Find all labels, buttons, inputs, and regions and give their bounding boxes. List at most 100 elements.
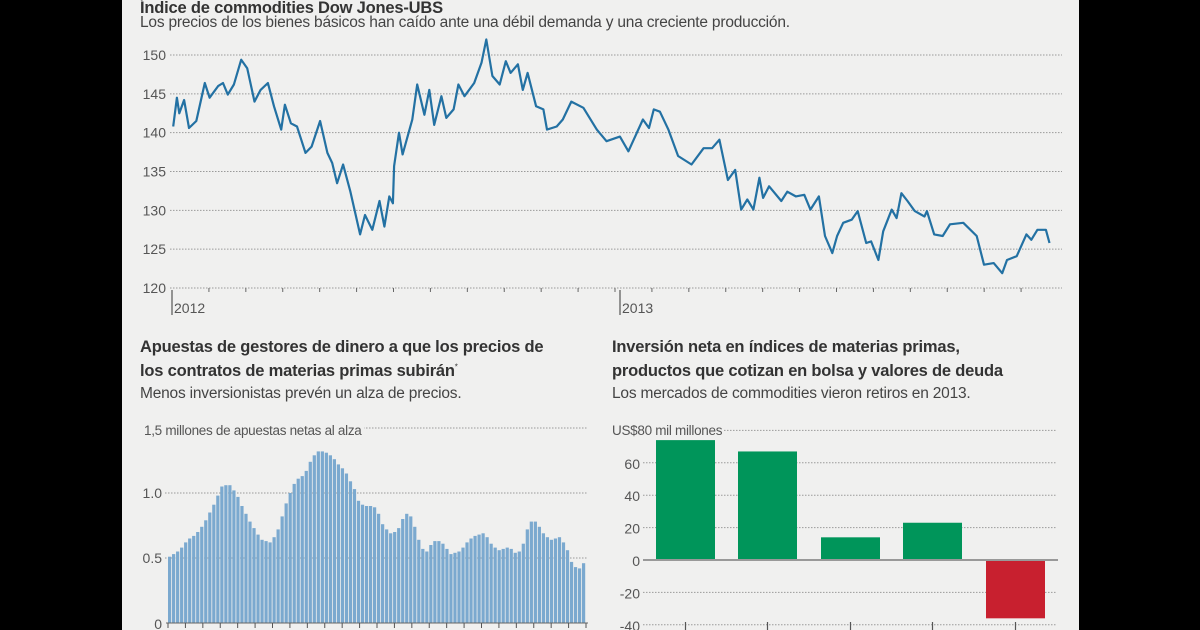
footnote-mark: * [454,362,458,372]
y-tick-label: 0 [632,553,640,569]
y-tick-label: 0 [154,616,162,630]
bets-bar [541,533,546,623]
bets-bar [280,516,284,623]
bets-bar [493,547,497,623]
right-chart-unit-label: US$80 mil millones [612,423,725,438]
bets-bar [304,470,308,623]
bets-bar [264,541,268,623]
right-chart-subtitle: Los mercados de commodities vieron retir… [612,385,971,402]
y-tick-label: -40 [620,618,640,630]
bets-bar [489,543,493,623]
infographic-panel: Índice de commodities Dow Jones-UBS Los … [122,0,1079,630]
bets-bar [525,529,529,623]
bets-bar [421,548,425,623]
bets-bar [228,485,232,623]
bets-bar [180,547,184,623]
investment-bar-positive [656,440,715,560]
bets-bar [469,538,473,623]
top-chart-title: Índice de commodities Dow Jones-UBS [140,0,443,17]
bets-bar [316,451,320,623]
left-chart-subtitle: Menos inversionistas prevén un alza de p… [140,385,462,402]
bets-bar [537,526,541,623]
right-chart-title-line1: Inversión neta en índices de materias pr… [612,338,960,356]
left-chart-title-text: los contratos de materias primas subirán [140,362,455,380]
bets-bar [356,500,361,623]
bets-bar [461,547,465,623]
bets-bar [381,524,385,623]
bets-bar [276,529,280,623]
bets-bar [192,535,196,623]
bets-bar [401,519,405,623]
bets-bar [364,506,369,623]
bets-bar [328,455,332,623]
bets-bar [389,533,393,623]
bets-bar [232,490,236,623]
investment-bar-positive [738,451,797,560]
bets-bar [324,452,328,623]
bets-bar [449,554,453,623]
bets-bar [557,537,562,623]
bets-bar [405,513,409,623]
bets-bar [577,568,582,623]
bets-bar [204,520,208,623]
bets-bar [397,528,401,623]
bets-bar [521,543,525,623]
bets-bar [248,521,252,623]
y-tick-label: 130 [143,202,167,218]
bets-bar [409,516,413,623]
bets-bar [252,528,256,623]
bets-bar [457,551,461,623]
bets-bar [372,507,377,623]
bets-bar [529,521,533,623]
bets-bar [260,539,264,623]
y-tick-label: -20 [620,585,640,601]
bets-bar [336,464,341,623]
bets-bar [429,545,433,623]
bets-bar [569,561,574,623]
bets-bar [441,543,445,623]
y-tick-label: 135 [143,164,167,180]
bets-bar [268,542,272,623]
bets-bar [340,468,345,623]
y-tick-label: 120 [143,280,167,296]
bets-bar [352,489,357,623]
x-tick-label: 2013 [622,300,653,316]
bets-bar [533,521,537,623]
y-tick-label: 1.0 [143,485,163,501]
bets-bar [453,552,457,623]
bets-bar [509,548,513,623]
bets-bar [168,556,172,623]
bets-bar [272,537,276,623]
bets-bar [385,529,389,623]
bets-bar [300,476,304,623]
bets-bar [437,541,441,623]
bets-bar [505,547,509,623]
bets-bar [413,526,417,623]
bets-bar [473,535,477,623]
bets-bar [308,461,312,623]
bets-bar [220,486,224,623]
bets-bar [196,532,200,623]
bets-bar [284,503,288,623]
bets-bar [445,548,449,623]
bets-bar [417,539,421,623]
bets-bar [545,537,550,623]
y-tick-label: 125 [143,241,167,257]
bets-bar [172,554,176,623]
right-chart-title-line2: productos que cotizan en bolsa y valores… [612,362,1003,380]
bets-bar [296,478,300,623]
bets-bar [320,451,324,623]
bets-bar [344,473,349,623]
y-tick-label: 145 [143,86,167,102]
y-tick-label: 40 [624,488,640,504]
y-tick-label: 140 [143,125,167,141]
y-tick-label: 0.5 [143,550,163,566]
bets-bar [497,550,501,623]
bets-bar [477,534,481,623]
bets-bar [549,539,554,623]
y-tick-label: 20 [624,521,640,537]
index-line-series [172,38,1051,275]
bets-bar [312,455,316,623]
investment-bar-positive [903,522,962,560]
bets-bar [517,551,521,623]
